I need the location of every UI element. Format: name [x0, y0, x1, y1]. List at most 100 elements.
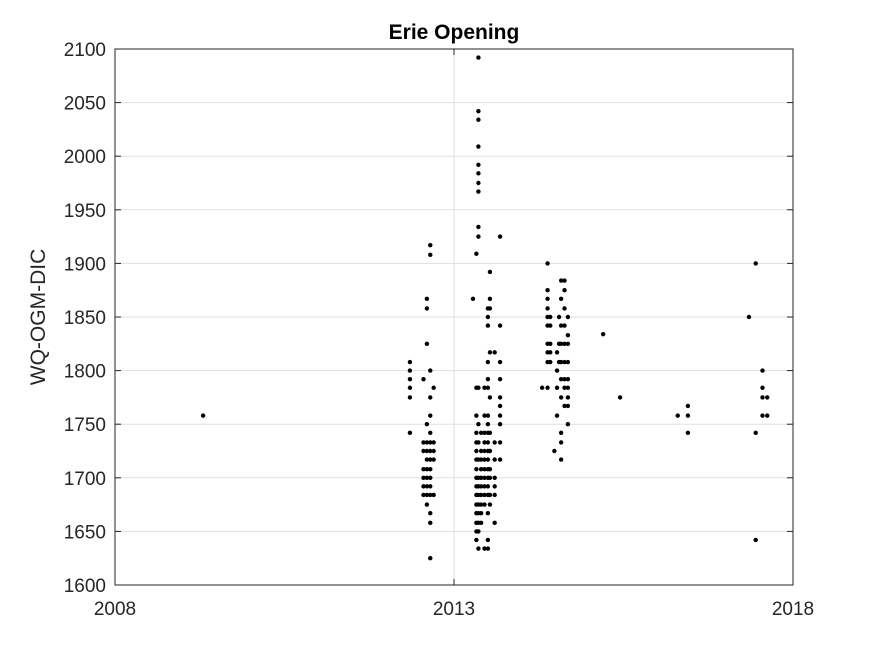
data-point — [478, 520, 484, 526]
data-point — [558, 323, 564, 328]
data-point — [424, 492, 430, 498]
data-point — [487, 395, 493, 400]
y-tick-label: 2050 — [64, 94, 106, 115]
data-point — [675, 413, 680, 418]
data-point — [428, 252, 433, 258]
data-point — [482, 385, 487, 390]
y-tick-label: 1700 — [64, 469, 106, 490]
data-point — [424, 467, 430, 472]
data-point — [478, 457, 484, 462]
data-point — [428, 440, 433, 445]
data-point — [421, 448, 426, 454]
data-point — [548, 359, 553, 365]
data-point — [497, 359, 503, 365]
data-point — [407, 376, 413, 382]
data-point — [487, 502, 493, 507]
y-tick-label: 1900 — [64, 254, 106, 275]
data-point — [492, 457, 497, 462]
data-point — [424, 306, 430, 311]
data-point — [497, 323, 503, 328]
data-point — [485, 510, 491, 516]
data-point — [424, 422, 430, 427]
data-point — [554, 413, 560, 418]
data-point — [476, 189, 481, 194]
data-point — [487, 306, 493, 311]
data-point — [424, 502, 430, 507]
data-point — [407, 359, 413, 365]
data-point — [482, 413, 487, 418]
data-point — [554, 350, 560, 355]
data-point — [482, 484, 487, 489]
data-point — [482, 430, 487, 435]
data-point — [487, 492, 493, 498]
data-point — [431, 492, 436, 498]
x-tick-label: 2018 — [772, 599, 814, 620]
data-point — [470, 296, 476, 301]
data-point — [760, 368, 765, 373]
data-point — [474, 467, 479, 472]
data-point — [485, 457, 491, 462]
data-point — [565, 395, 571, 400]
data-point — [565, 359, 571, 365]
y-tick-label: 1750 — [64, 415, 106, 436]
data-point — [562, 278, 567, 283]
data-point — [476, 117, 481, 122]
data-point — [428, 556, 433, 561]
data-point — [478, 492, 484, 498]
data-point — [548, 350, 553, 355]
y-tick-label: 1800 — [64, 362, 106, 383]
data-point — [424, 484, 430, 489]
data-point — [482, 502, 487, 507]
data-point — [424, 296, 430, 301]
data-points — [200, 55, 770, 561]
data-point — [685, 403, 691, 409]
data-point — [421, 467, 426, 472]
data-point — [600, 331, 606, 337]
data-point — [424, 440, 430, 445]
data-point — [428, 448, 433, 454]
data-point — [492, 475, 497, 480]
data-point — [485, 440, 491, 445]
data-point — [474, 430, 479, 435]
data-point — [431, 457, 436, 462]
x-tick-label: 2013 — [433, 599, 475, 620]
data-point — [428, 430, 433, 435]
data-point — [554, 368, 560, 373]
data-point — [558, 440, 564, 445]
data-point — [562, 359, 567, 365]
data-point — [482, 467, 487, 472]
data-point — [558, 457, 564, 462]
data-point — [760, 385, 765, 390]
data-point — [548, 314, 553, 320]
data-point — [482, 546, 487, 551]
data-point — [476, 440, 481, 445]
data-point — [407, 430, 413, 435]
data-point — [565, 341, 571, 346]
data-point — [497, 413, 503, 418]
data-point — [487, 467, 493, 472]
data-point — [487, 430, 493, 435]
data-point — [565, 385, 571, 390]
data-point — [476, 171, 481, 176]
data-point — [474, 448, 479, 454]
data-point — [428, 484, 433, 489]
axis-ticks: 1600 1650 1700 1750 1800 1850 1900 1950 2000 2050… — [64, 40, 814, 620]
data-point — [485, 385, 491, 390]
data-point — [497, 422, 503, 427]
data-point — [476, 224, 481, 230]
data-point — [565, 422, 571, 427]
data-point — [558, 395, 564, 400]
data-point — [482, 457, 487, 462]
data-point — [685, 413, 691, 418]
data-point — [476, 180, 481, 186]
data-point — [421, 440, 426, 445]
data-point — [760, 395, 765, 400]
data-point — [558, 278, 564, 283]
data-point — [485, 422, 491, 427]
data-point — [562, 403, 567, 409]
data-point — [482, 440, 487, 445]
data-point — [485, 323, 491, 328]
y-axis-title: WQ-OGM-DIC — [27, 249, 50, 385]
data-point — [421, 484, 426, 489]
data-point — [476, 234, 481, 239]
